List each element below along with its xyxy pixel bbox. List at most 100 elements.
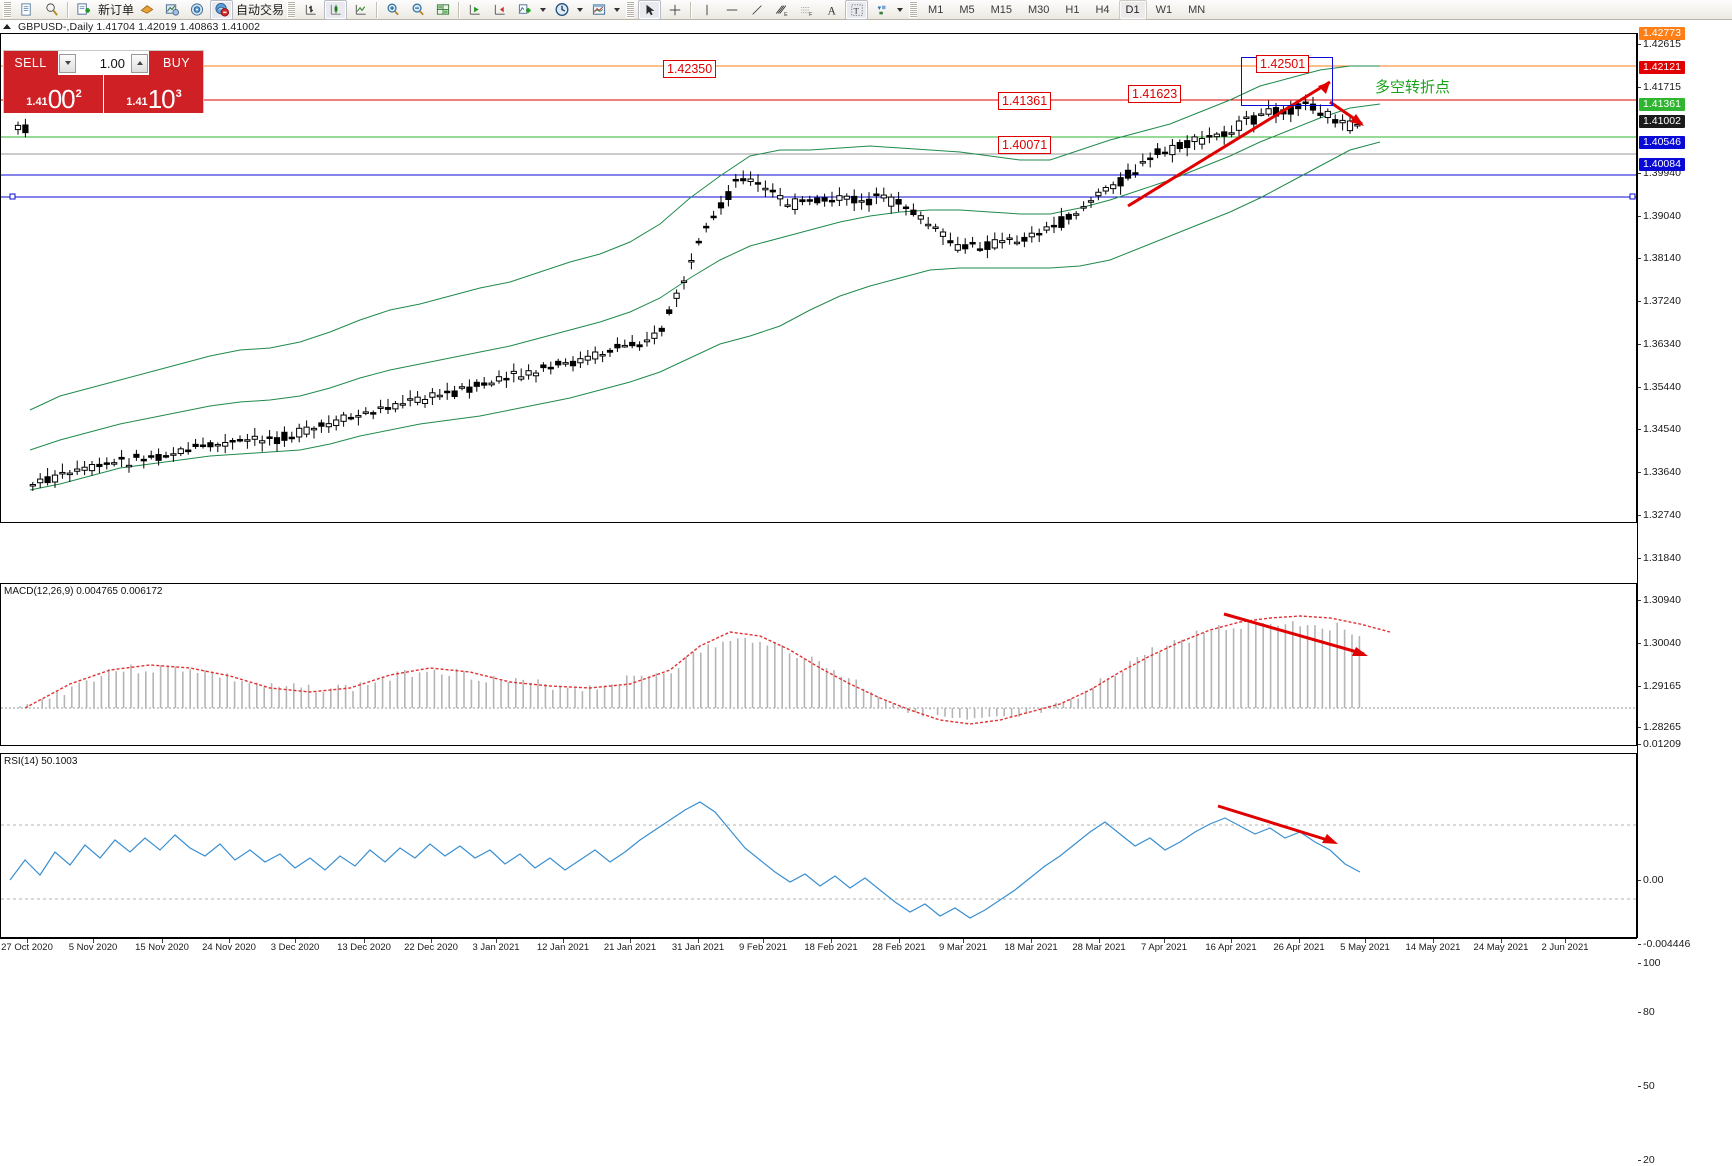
price-axis-label[interactable]: 1.40084 bbox=[1639, 158, 1685, 171]
buy-label[interactable]: BUY bbox=[150, 51, 203, 75]
turning-point-note[interactable]: 多空转折点 bbox=[1375, 79, 1451, 96]
toolbar-grip-2[interactable] bbox=[287, 1, 296, 18]
timeframe-m1[interactable]: M1 bbox=[928, 3, 944, 16]
date-axis-tick: 27 Oct 2020 bbox=[1, 942, 53, 953]
price-axis-label[interactable]: 1.42773 bbox=[1639, 27, 1685, 40]
timeframe-h1[interactable]: H1 bbox=[1065, 3, 1080, 16]
terminal-icon[interactable] bbox=[15, 0, 38, 20]
shapes-icon[interactable] bbox=[870, 0, 893, 20]
price-tag-141623[interactable]: 1.41623 bbox=[1128, 85, 1182, 103]
channel-icon[interactable]: F bbox=[795, 0, 818, 20]
price-tag-142350[interactable]: 1.42350 bbox=[663, 60, 717, 78]
new-order-icon[interactable] bbox=[72, 0, 95, 20]
text-label-icon[interactable]: T bbox=[845, 0, 869, 20]
collapse-triangle-icon[interactable] bbox=[3, 24, 11, 29]
shift-end-icon[interactable] bbox=[463, 0, 486, 20]
bar-chart-icon[interactable] bbox=[299, 0, 322, 20]
price-axis-tick: 1.42615 bbox=[1638, 38, 1681, 50]
sell-label[interactable]: SELL bbox=[4, 51, 57, 75]
timeframe-mn[interactable]: MN bbox=[1188, 3, 1206, 16]
data-window-icon[interactable] bbox=[160, 0, 183, 20]
macd-indicator-label: MACD(12,26,9) 0.004765 0.006172 bbox=[4, 586, 163, 597]
candlestick-chart-icon[interactable] bbox=[324, 0, 348, 20]
line-chart-icon[interactable] bbox=[349, 0, 372, 20]
volume-stepper[interactable]: 1.00 bbox=[57, 51, 150, 75]
toolbar-separator bbox=[67, 1, 68, 18]
date-axis-tick: 14 May 2021 bbox=[1405, 942, 1461, 953]
toolbar-grip[interactable] bbox=[3, 1, 11, 18]
svg-text:A: A bbox=[827, 5, 836, 17]
navigator-icon[interactable] bbox=[185, 0, 208, 20]
market-watch-icon[interactable] bbox=[40, 0, 63, 20]
toolbar-grip-4[interactable] bbox=[909, 1, 918, 18]
price-axis-tick: 0.00 bbox=[1637, 874, 1664, 886]
zoom-in-icon[interactable] bbox=[381, 0, 404, 20]
macd-pane[interactable] bbox=[0, 583, 1637, 746]
rsi-indicator-label: RSI(14) 50.1003 bbox=[4, 756, 78, 767]
volume-decrease-button[interactable] bbox=[59, 53, 76, 73]
text-icon[interactable]: A bbox=[820, 0, 843, 20]
date-axis-tick: 24 May 2021 bbox=[1473, 942, 1529, 953]
volume-value[interactable]: 1.00 bbox=[99, 55, 125, 71]
date-axis-tick: 21 Jan 2021 bbox=[603, 942, 657, 953]
price-axis-tick: 80 bbox=[1638, 1006, 1655, 1018]
timeframe-d1[interactable]: D1 bbox=[1118, 0, 1147, 20]
shapes-dropdown-caret[interactable] bbox=[897, 7, 904, 12]
price-axis-tick: 1.38140 bbox=[1638, 252, 1681, 264]
date-axis-tick: 3 Dec 2020 bbox=[270, 942, 320, 953]
price-axis-label[interactable]: 1.42121 bbox=[1639, 61, 1685, 74]
date-axis-tick: 18 Mar 2021 bbox=[1004, 942, 1058, 953]
price-axis-label[interactable]: 1.40546 bbox=[1639, 136, 1685, 149]
auto-scroll-icon[interactable] bbox=[488, 0, 511, 20]
grid-icon[interactable] bbox=[431, 0, 454, 20]
volume-increase-button[interactable] bbox=[131, 53, 148, 73]
cursor-icon[interactable] bbox=[638, 0, 662, 20]
timeframe-m30[interactable]: M30 bbox=[1028, 3, 1050, 16]
new-order-label[interactable]: 新订单 bbox=[98, 3, 135, 17]
buy-price-button[interactable]: 1.41 10 3 bbox=[104, 75, 203, 113]
price-axis-tick: 1.41715 bbox=[1638, 81, 1681, 93]
timeframe-w1[interactable]: W1 bbox=[1155, 3, 1173, 16]
date-axis-tick: 26 Apr 2021 bbox=[1273, 942, 1325, 953]
date-axis-tick: 7 Apr 2021 bbox=[1141, 942, 1187, 953]
date-axis-tick: 12 Jan 2021 bbox=[536, 942, 590, 953]
timeframe-h4[interactable]: H4 bbox=[1095, 3, 1110, 16]
toolbar-grip-3[interactable] bbox=[626, 1, 635, 18]
timeframe-m15[interactable]: M15 bbox=[990, 3, 1012, 16]
crosshair-icon[interactable] bbox=[663, 0, 686, 20]
autotrading-icon[interactable] bbox=[210, 0, 234, 20]
templates-icon[interactable] bbox=[587, 0, 610, 20]
indicators-icon[interactable] bbox=[513, 0, 536, 20]
date-axis[interactable]: 27 Oct 2020 5 Nov 2020 15 Nov 2020 24 Nov 2… bbox=[0, 938, 1637, 960]
price-axis[interactable]: 1.42615 1.41715 1.39940 1.39040 1.38140 1.372… bbox=[1637, 27, 1732, 1166]
date-axis-tick: 13 Dec 2020 bbox=[337, 942, 391, 953]
trendline-icon[interactable] bbox=[745, 0, 768, 20]
horizontal-line-icon[interactable] bbox=[720, 0, 743, 20]
zoom-out-icon[interactable] bbox=[406, 0, 429, 20]
price-tag-141361[interactable]: 1.41361 bbox=[998, 92, 1052, 110]
date-axis-tick: 5 Nov 2020 bbox=[68, 942, 118, 953]
autotrading-label[interactable]: 自动交易 bbox=[236, 3, 285, 17]
vertical-line-icon[interactable] bbox=[695, 0, 718, 20]
date-axis-tick: 18 Feb 2021 bbox=[804, 942, 858, 953]
sell-price-button[interactable]: 1.41 00 2 bbox=[4, 75, 104, 113]
date-axis-tick: 3 Jan 2021 bbox=[472, 942, 520, 953]
rsi-pane[interactable] bbox=[0, 753, 1637, 938]
chart-canvas[interactable]: GBPUSD-,Daily 1.41704 1.42019 1.40863 1.… bbox=[0, 20, 1732, 1166]
timeframe-m5[interactable]: M5 bbox=[959, 3, 975, 16]
price-tag-140071[interactable]: 1.40071 bbox=[998, 136, 1052, 154]
main-price-pane[interactable] bbox=[0, 33, 1637, 523]
period-dropdown-caret[interactable] bbox=[577, 7, 584, 12]
expert-advisor-icon[interactable] bbox=[135, 0, 158, 20]
templates-dropdown-caret[interactable] bbox=[614, 7, 621, 12]
price-axis-label[interactable]: 1.41361 bbox=[1639, 98, 1685, 111]
price-tag-142501[interactable]: 1.42501 bbox=[1256, 55, 1310, 73]
sell-price-sup: 2 bbox=[75, 88, 82, 100]
price-axis-label[interactable]: 1.41002 bbox=[1639, 115, 1685, 128]
fibonacci-icon[interactable]: E bbox=[770, 0, 793, 20]
price-axis-tick: 0.01209 bbox=[1638, 738, 1681, 750]
indicators-dropdown-caret[interactable] bbox=[540, 7, 547, 12]
price-axis-tick: 1.32740 bbox=[1638, 509, 1681, 521]
one-click-trading-panel[interactable]: SELL 1.00 BUY 1.41 00 2 1.41 10 3 bbox=[3, 50, 204, 113]
period-icon[interactable] bbox=[550, 0, 573, 20]
